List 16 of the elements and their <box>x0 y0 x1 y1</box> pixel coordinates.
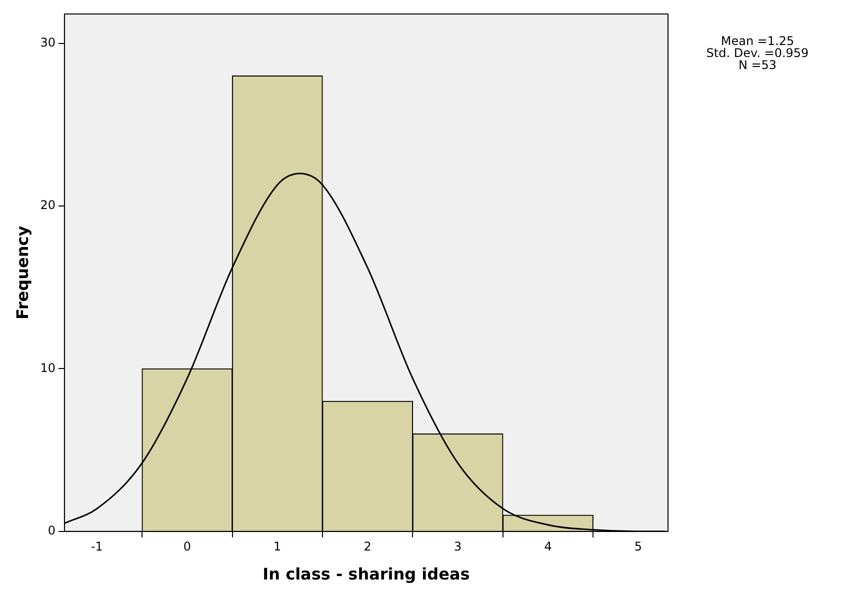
x-axis-title: In class - sharing ideas <box>262 564 470 584</box>
x-tick-label: -1 <box>90 540 103 554</box>
x-tick-label: 4 <box>544 540 552 554</box>
x-tick-label: 0 <box>183 540 191 554</box>
x-tick-label: 2 <box>364 540 372 554</box>
x-tick-label: 5 <box>634 540 642 554</box>
y-axis-title: Frequency <box>12 225 32 320</box>
x-tick-label: 3 <box>454 540 462 554</box>
y-tick-label: 10 <box>40 360 56 375</box>
text: N =53 <box>738 58 777 72</box>
y-tick-label: 30 <box>40 35 56 50</box>
y-tick-label: 0 <box>48 524 56 538</box>
text: Std. Dev. =0.959 <box>706 46 809 60</box>
y-tick-label: 20 <box>40 198 56 212</box>
x-tick-label: 1 <box>274 540 282 554</box>
text: Mean =1.25 <box>720 34 794 48</box>
